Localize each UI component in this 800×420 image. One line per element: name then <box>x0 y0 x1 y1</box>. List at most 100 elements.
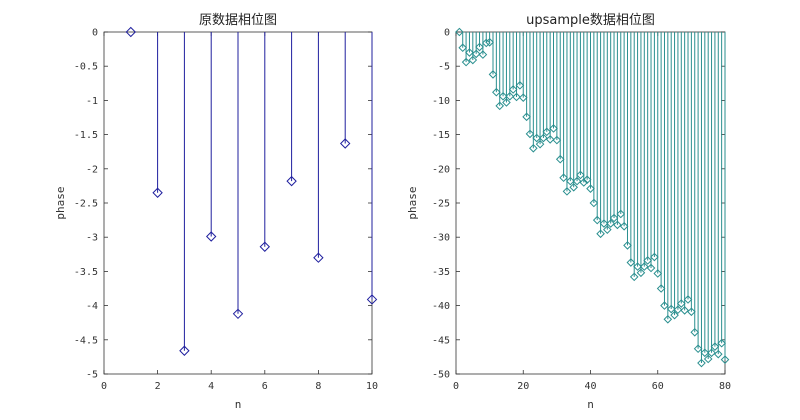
y-axis-label: phase <box>406 186 419 219</box>
stem-marker <box>542 127 552 137</box>
chart-title: upsample数据相位图 <box>526 13 655 28</box>
stem-marker <box>646 263 656 273</box>
stem-marker <box>660 301 669 310</box>
stem-marker <box>468 55 478 65</box>
y-tick-label: -40 <box>432 301 450 312</box>
x-tick-label: 0 <box>101 381 107 392</box>
stem-marker <box>717 338 726 348</box>
y-tick-label: -20 <box>432 164 450 175</box>
stem-marker <box>535 139 545 149</box>
stem-marker <box>700 348 710 358</box>
stem-marker <box>666 304 676 314</box>
y-tick-label: 0 <box>92 28 98 39</box>
stem-marker <box>710 342 720 351</box>
stem-marker <box>498 91 508 101</box>
stem-marker <box>492 87 501 97</box>
y-tick-label: -4 <box>86 301 98 312</box>
stem-marker <box>366 294 378 305</box>
x-tick-label: 10 <box>366 381 378 392</box>
y-tick-label: -25 <box>432 199 450 210</box>
stem-marker <box>586 184 595 193</box>
stem-marker <box>475 42 484 52</box>
stem-marker <box>613 220 622 230</box>
y-tick-label: -1 <box>86 96 98 107</box>
stem-marker <box>515 81 525 90</box>
stem-marker <box>471 49 481 59</box>
stem-marker <box>458 43 468 53</box>
stem-marker <box>603 225 612 234</box>
x-tick-label: 6 <box>262 381 268 392</box>
stem-marker <box>616 209 626 219</box>
y-tick-label: -50 <box>432 370 450 381</box>
y-tick-label: -45 <box>432 335 450 346</box>
stem-marker <box>572 176 582 186</box>
stem-marker <box>259 241 271 252</box>
left-plot: 0 2 4 6 8 10 0 -0.5 -1 -1.5 -2 -2.5 -3 -3.5 -4 -4.5 -5 原数… <box>54 13 378 411</box>
stem-marker <box>532 133 542 143</box>
stem-marker <box>522 112 531 122</box>
stem-marker <box>539 133 548 143</box>
y-tick-label: -30 <box>432 233 450 244</box>
stem-marker <box>656 284 666 293</box>
x-tick-label: 40 <box>584 381 596 392</box>
right-plot: 0 20 40 60 80 0 -5 -10 -15 -20 -25 -30 -35 -40 -45 -50 u… <box>406 13 731 411</box>
stem-marker <box>589 198 599 208</box>
stem-marker <box>582 175 592 185</box>
x-tick-label: 80 <box>719 381 731 392</box>
y-tick-label: -0.5 <box>74 62 98 73</box>
x-tick-label: 20 <box>517 381 529 392</box>
stem-marker <box>687 307 696 317</box>
x-tick-label: 8 <box>315 381 321 392</box>
stem-marker <box>633 262 642 271</box>
stem-marker <box>518 93 528 102</box>
stem-marker <box>609 213 619 223</box>
stem-marker <box>619 221 629 231</box>
x-axis-label: n <box>235 398 242 411</box>
y-tick-label: -35 <box>432 267 450 278</box>
stem-marker <box>512 92 521 102</box>
x-tick-label: 60 <box>652 381 664 392</box>
stem-marker <box>179 345 190 356</box>
y-tick-label: -1.5 <box>74 130 98 141</box>
stem-marker <box>549 124 558 133</box>
y-axis-label: phase <box>54 186 67 219</box>
stem-marker <box>495 101 505 111</box>
y-tick-label: -15 <box>432 130 450 141</box>
stem-marker <box>693 344 703 353</box>
stem-marker <box>673 305 683 315</box>
y-tick-label: 0 <box>444 28 450 39</box>
stem-marker <box>579 178 589 187</box>
stem-marker <box>485 37 494 47</box>
stem-marker <box>670 310 679 320</box>
stem-marker <box>152 187 163 198</box>
y-tick-label: -4.5 <box>74 335 98 346</box>
stem-marker <box>502 98 511 107</box>
stem-marker <box>566 176 575 186</box>
stem-marker <box>545 135 555 144</box>
stem-marker <box>690 327 700 337</box>
stem-marker <box>606 219 615 228</box>
stem-marker <box>720 355 730 364</box>
x-axis-label: n <box>587 398 594 411</box>
stem-marker <box>676 299 686 308</box>
stem-marker <box>643 256 652 265</box>
chart-title: 原数据相位图 <box>199 13 277 28</box>
stem-marker <box>596 229 605 239</box>
y-tick-label: -2 <box>86 164 98 175</box>
stem-marker <box>552 135 562 145</box>
stem-marker <box>623 241 632 250</box>
stem-marker <box>562 187 572 196</box>
stem-marker <box>313 252 324 263</box>
stem-marker <box>461 57 471 67</box>
stem-marker <box>555 154 565 164</box>
stem-marker <box>559 173 568 182</box>
x-tick-label: 2 <box>155 381 161 392</box>
stem-marker <box>232 308 244 320</box>
stem-marker <box>626 258 636 267</box>
stem-marker <box>481 38 491 48</box>
stem-marker <box>697 358 706 368</box>
stem-marker <box>653 269 663 278</box>
y-tick-label: -2.5 <box>74 199 98 210</box>
y-tick-label: -10 <box>432 96 450 107</box>
